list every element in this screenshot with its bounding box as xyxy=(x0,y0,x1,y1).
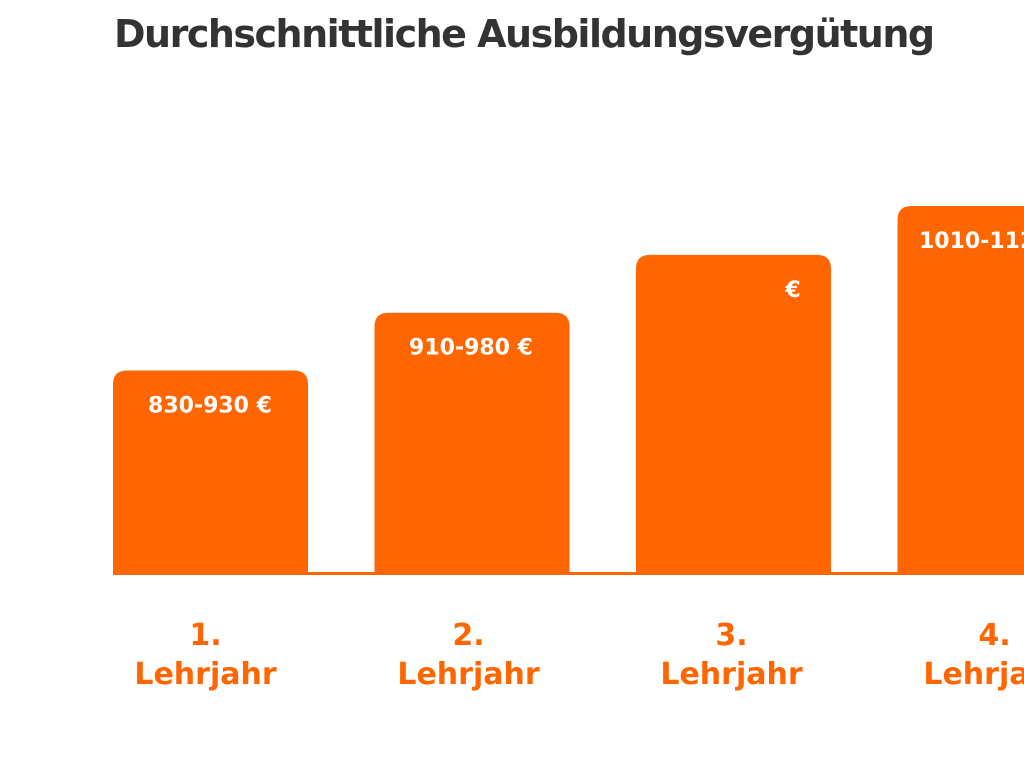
bar-1 xyxy=(113,370,308,575)
category-label: Lehrjahr xyxy=(134,657,277,692)
bar-value-label: 910-980 € xyxy=(409,336,533,361)
category-label: Lehrjahr xyxy=(923,657,1024,692)
bar-value-label: 1010-112 xyxy=(919,229,1024,254)
category-label: Lehrjahr xyxy=(660,657,803,692)
bar-value-label: € xyxy=(784,278,800,303)
bar-2 xyxy=(374,312,570,575)
category-number: 3. xyxy=(715,618,747,653)
bar-4 xyxy=(897,206,1024,575)
bar-value-label: 830-930 € xyxy=(148,393,272,418)
category-number: 1. xyxy=(189,618,221,653)
chart-title: Durchschnittliche Ausbildungsvergütung xyxy=(114,12,935,56)
category-label: Lehrjahr xyxy=(397,657,540,692)
category-number: 2. xyxy=(452,618,484,653)
bar-3 xyxy=(636,254,831,575)
category-number: 4. xyxy=(978,618,1010,653)
